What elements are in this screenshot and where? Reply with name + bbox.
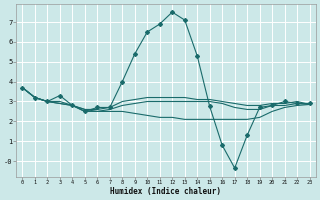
X-axis label: Humidex (Indice chaleur): Humidex (Indice chaleur) (110, 187, 221, 196)
